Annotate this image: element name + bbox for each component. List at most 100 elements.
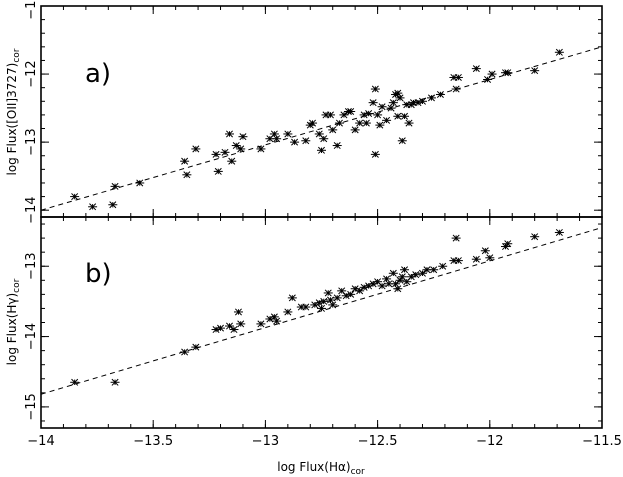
data-point: [283, 308, 293, 316]
data-point: [70, 193, 80, 201]
data-point: [503, 69, 513, 77]
data-point: [417, 269, 427, 277]
y-tick-label: −11: [24, 0, 39, 20]
data-point: [182, 171, 192, 179]
data-point: [404, 119, 414, 127]
data-point: [337, 287, 347, 295]
data-point: [332, 294, 342, 302]
data-point: [377, 282, 387, 290]
data-point: [426, 94, 436, 102]
panel-b-plot: −14 −13.5 −13 −12.5 −12 −11.5 −15 −14 −13: [24, 217, 622, 449]
data-point: [350, 126, 360, 134]
data-point: [319, 135, 329, 143]
data-point: [480, 247, 490, 255]
x-tick-label: −13: [252, 434, 279, 449]
data-point: [373, 111, 383, 119]
data-point: [388, 99, 398, 107]
data-point: [328, 301, 338, 309]
data-point: [422, 266, 432, 274]
panel-b-frame: [40, 216, 603, 429]
data-point: [233, 308, 243, 316]
data-point: [308, 119, 318, 127]
data-point: [236, 320, 246, 328]
data-point: [135, 179, 145, 187]
y-tick-label: −13: [24, 253, 39, 280]
panel-b-ylabel: log Flux(Hγ)cor: [5, 278, 22, 365]
data-point: [485, 254, 495, 262]
data-point: [180, 157, 190, 165]
panel-a-label: a): [85, 59, 111, 89]
y-tick-label: −13: [24, 128, 39, 155]
data-point: [110, 378, 120, 386]
data-point: [325, 296, 335, 304]
data-point: [451, 85, 461, 93]
data-point: [438, 262, 448, 270]
data-point: [231, 142, 241, 150]
data-point: [301, 137, 311, 145]
data-point: [287, 294, 297, 302]
data-point: [346, 290, 356, 298]
data-point: [301, 303, 311, 311]
data-point: [238, 133, 248, 141]
fit-line: [40, 46, 603, 211]
data-point: [110, 182, 120, 190]
data-point: [256, 145, 266, 153]
data-point: [393, 89, 403, 97]
data-point: [272, 135, 282, 143]
data-point: [368, 99, 378, 107]
data-point: [229, 326, 239, 334]
data-point: [323, 289, 333, 297]
x-axis-label: log Flux(Hα)cor: [277, 460, 365, 477]
data-point: [530, 67, 540, 75]
data-point: [388, 269, 398, 277]
data-point: [224, 322, 234, 330]
y-tick-label: −15: [24, 393, 39, 420]
data-point: [370, 85, 380, 93]
data-point: [397, 137, 407, 145]
data-point: [355, 287, 365, 295]
data-point: [483, 76, 493, 84]
x-tick-label: −12: [476, 434, 503, 449]
data-point: [382, 275, 392, 283]
data-point: [400, 266, 410, 274]
panel-b-label: b): [85, 259, 112, 289]
data-point: [236, 145, 246, 153]
data-point: [216, 324, 226, 332]
data-point: [554, 48, 564, 56]
data-point: [429, 266, 439, 274]
data-point: [400, 112, 410, 120]
data-point: [370, 150, 380, 158]
data-point: [256, 320, 266, 328]
data-point: [503, 240, 513, 248]
data-point: [411, 271, 421, 279]
data-point: [180, 348, 190, 356]
data-point: [314, 130, 324, 138]
data-point: [395, 94, 405, 102]
data-point: [317, 304, 326, 312]
data-point: [487, 70, 497, 78]
data-point: [283, 130, 293, 138]
data-point: [272, 317, 282, 325]
data-point: [393, 285, 403, 293]
data-point: [339, 111, 349, 119]
data-point: [471, 65, 481, 73]
data-point: [451, 234, 461, 242]
x-tick-label: −14: [27, 434, 54, 449]
data-point: [328, 126, 338, 134]
data-point: [213, 167, 223, 175]
data-point: [382, 116, 392, 124]
data-point: [417, 97, 427, 105]
x-tick-label: −12.5: [358, 434, 398, 449]
data-point: [317, 146, 326, 154]
data-point: [453, 73, 463, 81]
x-tick-label: −13.5: [133, 434, 173, 449]
data-point: [70, 378, 80, 386]
data-point: [334, 119, 344, 127]
data-point: [391, 280, 401, 288]
data-point: [435, 90, 445, 98]
data-point: [108, 201, 118, 209]
data-point: [453, 257, 463, 265]
data-point: [88, 203, 98, 211]
data-point: [393, 112, 403, 120]
data-point: [211, 150, 221, 158]
